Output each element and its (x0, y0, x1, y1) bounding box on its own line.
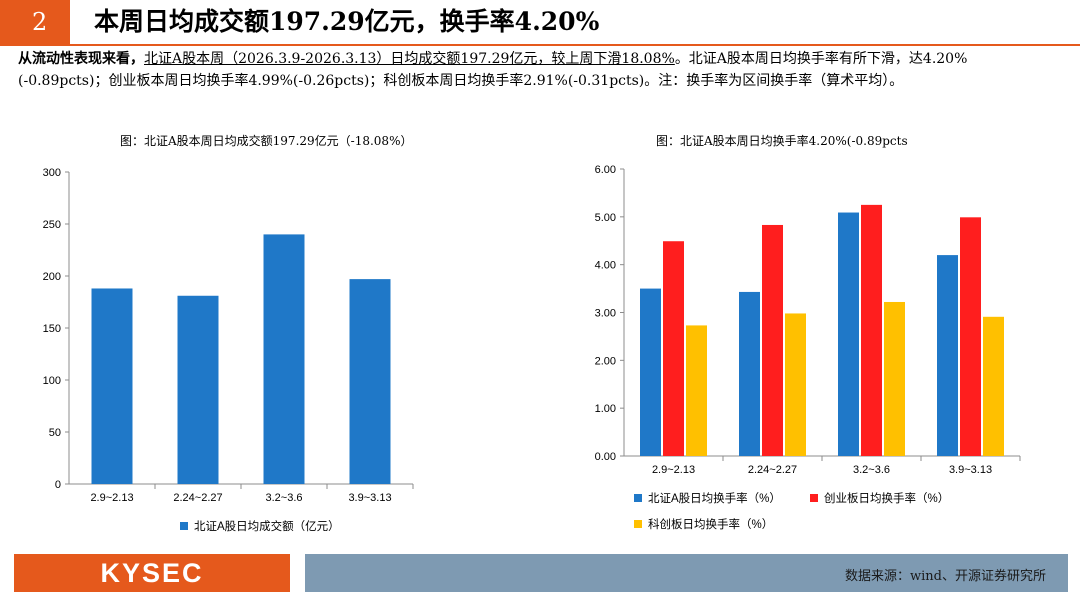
summary-rest: 。北证A股本周日均换手率有所下滑，达4.20%(-0.89pcts)；创业板本周… (18, 51, 968, 89)
right-chart-title: 图：北证A股本周日均换手率4.20%(-0.89pcts (656, 134, 908, 148)
bar (177, 295, 219, 484)
y-tick-label: 150 (43, 323, 61, 335)
bar (91, 288, 133, 484)
x-tick-label: 2.24~2.27 (748, 464, 797, 476)
x-tick-label: 3.2~3.6 (265, 492, 302, 504)
bar (983, 316, 1004, 456)
legend-swatch (810, 494, 818, 502)
legend-label: 北证A股日均成交额（亿元） (194, 519, 340, 533)
turnover-bar-chart: 0.00 1.00 2.00 3.00 4.00 5.00 6.00 2.9~2.13 2.24… (595, 164, 1021, 531)
bar (640, 288, 661, 456)
legend-swatch (634, 494, 642, 502)
bar (663, 241, 684, 456)
left-chart-title: 图：北证A股本周日均成交额197.29亿元（-18.08%） (120, 134, 413, 148)
summary-lead: 从流动性表现来看， (18, 51, 144, 67)
x-tick-label: 2.9~2.13 (652, 464, 695, 476)
bar (884, 301, 905, 456)
bar (960, 217, 981, 456)
footer-brand-bar (14, 554, 290, 592)
x-tick-label: 3.9~3.13 (348, 492, 391, 504)
y-tick-label: 50 (49, 427, 61, 439)
legend-label: 科创板日均换手率（%） (648, 517, 773, 531)
legend-swatch (634, 520, 642, 528)
bar (349, 279, 391, 484)
y-tick-label: 3.00 (595, 308, 616, 320)
bar (762, 224, 783, 456)
header-divider (0, 44, 1080, 46)
y-tick-label: 200 (43, 271, 61, 283)
bar (838, 212, 859, 456)
y-tick-label: 300 (43, 167, 61, 179)
bar (785, 313, 806, 456)
legend-swatch (180, 522, 188, 530)
legend-label: 北证A股日均换手率（%） (648, 491, 781, 505)
bar (937, 255, 958, 456)
x-tick-label: 2.9~2.13 (90, 492, 133, 504)
y-tick-label: 4.00 (595, 260, 616, 272)
x-tick-label: 2.24~2.27 (173, 492, 222, 504)
kysec-logo: KYSEC (100, 558, 204, 588)
bar (686, 325, 707, 456)
x-tick-label: 3.2~3.6 (853, 464, 890, 476)
y-tick-label: 0.00 (595, 451, 616, 463)
data-source: 数据来源：wind、开源证券研究所 (845, 569, 1046, 584)
page-title: 本周日均成交额197.29亿元，换手率4.20% (94, 7, 600, 36)
volume-bar-chart: 0 50 100 150 200 250 300 2.9~2.13 2.24~2.27 3.2~3… (43, 167, 414, 533)
bar (739, 291, 760, 456)
y-tick-label: 100 (43, 375, 61, 387)
section-number: 2 (0, 0, 70, 44)
y-tick-label: 250 (43, 219, 61, 231)
header: 2 本周日均成交额197.29亿元，换手率4.20% (0, 0, 1080, 44)
y-tick-label: 2.00 (595, 355, 616, 367)
legend-label: 创业板日均换手率（%） (824, 491, 949, 505)
summary-highlight: 北证A股本周（2026.3.9-2026.3.13）日均成交额197.29亿元，… (144, 51, 675, 67)
bar (263, 234, 305, 484)
y-tick-label: 6.00 (595, 164, 616, 176)
footer-source-bar: 数据来源：wind、开源证券研究所 (305, 554, 1068, 592)
y-tick-label: 0 (55, 479, 61, 491)
bar (861, 204, 882, 456)
x-tick-label: 3.9~3.13 (949, 464, 992, 476)
summary-paragraph: 从流动性表现来看，北证A股本周（2026.3.9-2026.3.13）日均成交额… (18, 48, 1048, 92)
y-tick-label: 1.00 (595, 403, 616, 415)
y-tick-label: 5.00 (595, 212, 616, 224)
